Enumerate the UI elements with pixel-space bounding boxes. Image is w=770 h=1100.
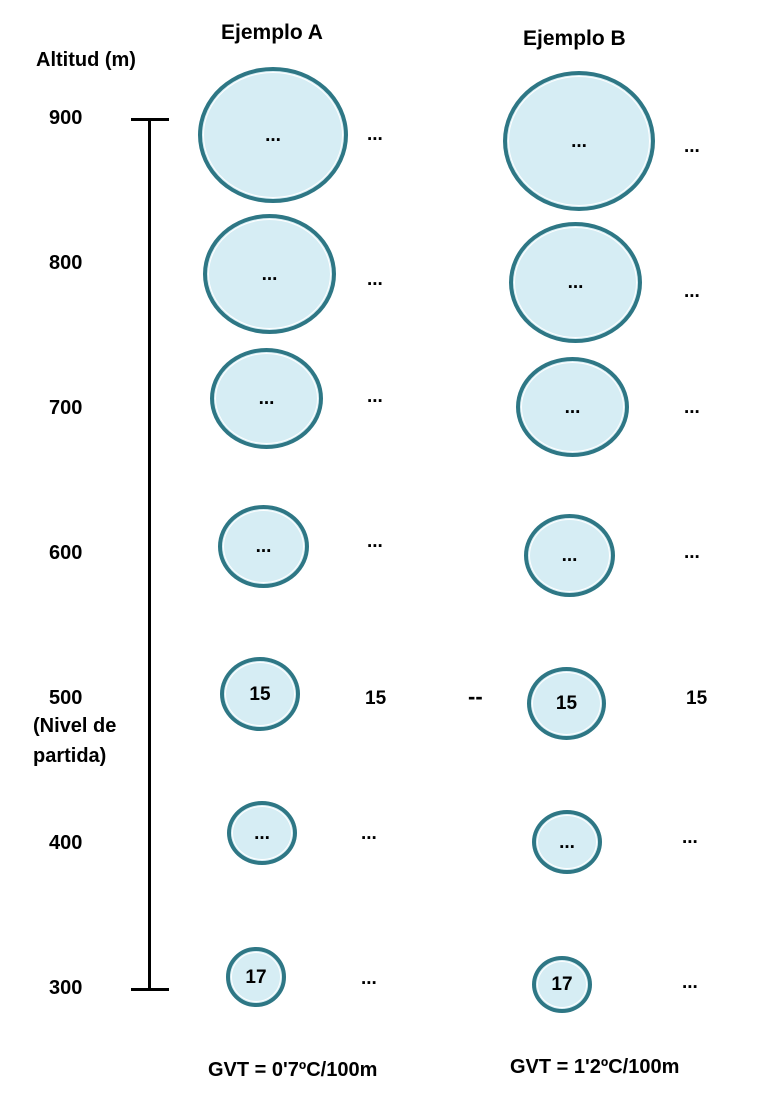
- altitude-label-700: 700: [49, 397, 83, 419]
- altitude-label-300: 300: [49, 977, 83, 999]
- altitude-axis-line: [148, 119, 151, 991]
- outside-b-300: ...: [682, 972, 698, 993]
- outside-b-800: ...: [684, 281, 700, 302]
- start-level-note-line1: (Nivel de: [33, 715, 117, 737]
- outside-a-800: ...: [367, 269, 383, 290]
- parcel-b-400-value: ...: [559, 831, 575, 853]
- parcel-b-500-value: 15: [555, 693, 578, 714]
- altitude-label-400: 400: [49, 832, 83, 854]
- parcel-b-600: ...: [524, 514, 615, 597]
- axis-tick-bottom: [131, 988, 169, 991]
- outside-b-700: ...: [684, 397, 700, 418]
- parcel-b-900-value: ...: [571, 130, 587, 152]
- outside-a-700: ...: [367, 386, 383, 407]
- parcel-a-400: ...: [227, 801, 297, 865]
- parcel-b-600-value: ...: [561, 545, 578, 566]
- outside-a-300: ...: [361, 968, 377, 989]
- outside-b-900: ...: [684, 136, 700, 157]
- outside-a-900: ...: [367, 124, 383, 145]
- gvt-a-caption: GVT = 0'7ºC/100m: [208, 1059, 378, 1081]
- parcel-a-600: ...: [218, 505, 309, 588]
- outside-a-400: ...: [361, 823, 377, 844]
- parcel-b-900: ...: [503, 71, 655, 211]
- parcel-b-300-value: 17: [551, 974, 573, 995]
- parcel-b-300: 17: [532, 956, 592, 1013]
- parcel-a-300-value: 17: [245, 966, 267, 988]
- outside-b-400: ...: [682, 827, 698, 848]
- outside-a-600: ...: [367, 531, 383, 552]
- parcel-b-800: ...: [509, 222, 642, 343]
- example-a-title: Ejemplo A: [221, 21, 323, 44]
- parcel-a-900: ...: [198, 67, 348, 203]
- gvt-b-caption: GVT = 1'2ºC/100m: [510, 1056, 680, 1078]
- parcel-a-700-value: ...: [258, 388, 275, 409]
- parcel-b-700-value: ...: [564, 396, 581, 418]
- parcel-b-800-value: ...: [567, 272, 584, 293]
- parcel-a-800: ...: [203, 214, 336, 334]
- parcel-b-400: ...: [532, 810, 602, 874]
- parcel-a-700: ...: [210, 348, 323, 449]
- parcel-a-500-value: 15: [249, 683, 271, 705]
- parcel-a-600-value: ...: [255, 536, 272, 557]
- parcel-b-700: ...: [516, 357, 629, 457]
- parcel-a-400-value: ...: [254, 822, 270, 844]
- outside-b-600: ...: [684, 542, 700, 563]
- separator-dash: --: [468, 684, 483, 709]
- altitude-label-800: 800: [49, 252, 83, 274]
- start-level-note-line2: partida): [33, 745, 107, 767]
- parcel-a-800-value: ...: [261, 263, 278, 285]
- outside-a-500: 15: [365, 688, 387, 709]
- parcel-a-300: 17: [226, 947, 286, 1007]
- altitude-label-900: 900: [49, 107, 83, 129]
- parcel-b-500: 15: [527, 667, 606, 740]
- altitude-axis-label: Altitud (m): [36, 49, 136, 71]
- altitude-label-600: 600: [49, 542, 83, 564]
- outside-b-500: 15: [686, 688, 708, 709]
- axis-tick-top: [131, 118, 169, 121]
- parcel-a-900-value: ...: [265, 124, 281, 146]
- example-b-title: Ejemplo B: [523, 27, 626, 50]
- altitude-label-500: 500: [49, 687, 83, 709]
- parcel-a-500: 15: [220, 657, 300, 731]
